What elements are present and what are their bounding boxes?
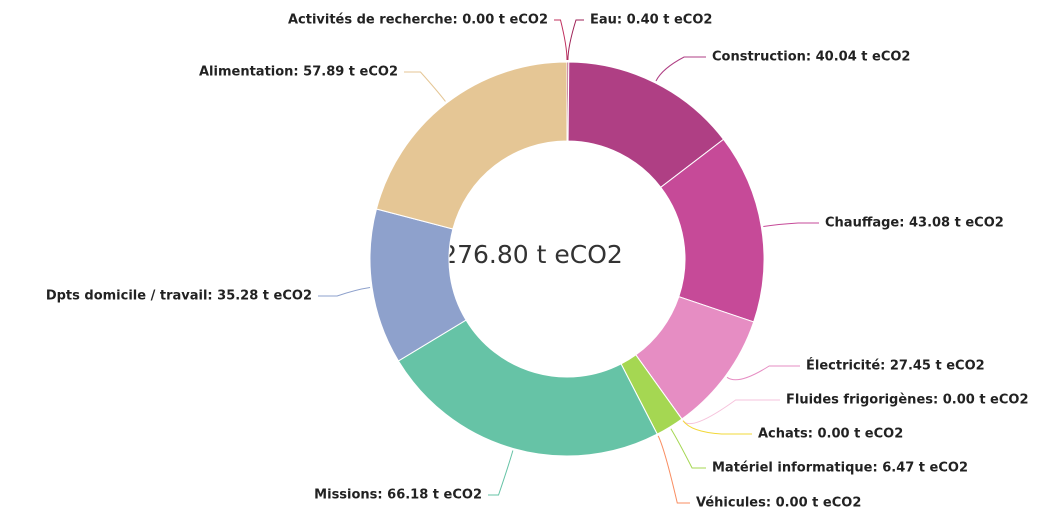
slice-label: Missions: 66.18 t eCO2 (314, 488, 482, 503)
slice-label: Achats: 0.00 t eCO2 (758, 427, 903, 442)
leader-line (554, 19, 568, 61)
donut-slice (375, 61, 568, 230)
slice-label: Matériel informatique: 6.47 t eCO2 (712, 461, 968, 476)
center-total: 276.80 t eCO2 (441, 240, 623, 269)
leader-line (318, 287, 371, 297)
leader-line (657, 435, 690, 504)
slice-label: Dpts domicile / travail: 35.28 t eCO2 (46, 289, 312, 304)
slice-label: Eau: 0.40 t eCO2 (590, 13, 712, 28)
leader-line (763, 222, 819, 228)
slice-label: Construction: 40.04 t eCO2 (712, 50, 910, 65)
slice-label: Alimentation: 57.89 t eCO2 (199, 65, 398, 80)
slice-label: Activités de recherche: 0.00 t eCO2 (288, 13, 548, 28)
leader-line (726, 365, 800, 381)
donut-slice (397, 319, 658, 457)
leader-line (567, 19, 584, 61)
leader-line (682, 420, 752, 435)
slice-label: Chauffage: 43.08 t eCO2 (825, 216, 1004, 231)
leader-line (488, 450, 514, 496)
leader-line (404, 71, 446, 102)
leader-line (655, 56, 706, 82)
slice-label: Électricité: 27.45 t eCO2 (806, 358, 985, 374)
slice-label: Véhicules: 0.00 t eCO2 (696, 496, 861, 511)
slice-label: Fluides frigorigènes: 0.00 t eCO2 (786, 393, 1029, 408)
leader-line (670, 428, 706, 469)
